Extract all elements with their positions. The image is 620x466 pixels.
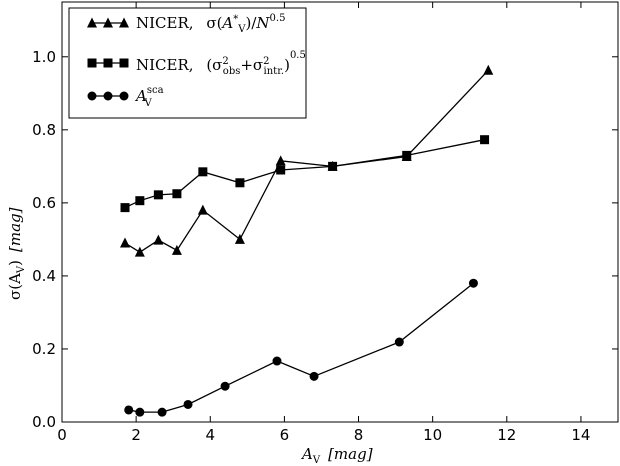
legend-markers [87,17,129,101]
y-tick-label: 0.4 [32,267,56,285]
x-tick-label: 14 [571,426,590,444]
x-tick-label: 2 [131,426,141,444]
x-tick-label: 12 [497,426,516,444]
legend-marker-2 [103,58,113,68]
x-axis-label: AV [mag] [300,445,373,466]
series-3-point [157,407,167,417]
series-3-point [272,356,282,366]
y-axis-label: σ(AV)[mag] [6,207,27,300]
series-2-point [153,190,163,200]
series-3-point [220,381,230,391]
series-1-point [153,234,164,245]
x-tick-label: 6 [280,426,290,444]
series-1-point [197,204,208,215]
legend-marker-3 [87,91,97,101]
data-series [120,64,494,417]
series-2-point [402,150,412,160]
series-2-point [135,196,145,206]
legend-marker-1 [119,17,129,28]
legend-marker-2 [87,58,97,68]
series-3-point [124,405,134,415]
legend-marker-2 [119,58,129,68]
series-3-point [394,337,404,347]
legend-marker-1 [103,17,113,28]
series-2-point [328,161,338,171]
series-3-point [183,399,193,409]
series-2-point [235,178,245,188]
y-tick-label: 0.0 [32,413,56,431]
legend-marker-3 [119,91,129,101]
legend-marker-1 [87,17,97,28]
legend-entry-1: NICER, σ(A*V)/N0.5 [136,13,285,35]
y-tick-label: 0.8 [32,121,56,139]
legend-entry-3: Asca V [134,85,164,109]
series-2-line [124,139,485,209]
series-2-point [198,167,208,177]
series-3-point [135,407,145,417]
series-1-point [234,233,245,244]
legend-marker-3 [103,91,113,101]
y-tick-label: 1.0 [32,48,56,66]
legend-entry-2: NICER, (σ2 obs+σ2 intr.)0.5 [136,50,306,77]
axis-ticks: 0 2 4 6 8 10 12 14 0.0 0.2 0.4 0.6 0.8 1.0 [32,2,618,444]
series-1-point [134,246,145,257]
x-tick-label: 0 [57,426,67,444]
series-2-point [172,189,182,199]
series-1-point [120,237,131,248]
series-2-point [276,165,286,175]
y-tick-label: 0.2 [32,340,56,358]
series-3-point [309,371,319,381]
x-tick-label: 4 [205,426,215,444]
legend: NICER, σ(A*V)/N0.5 NICER, (σ2 obs+σ2 intr.… [68,7,307,119]
series-1-point [483,64,494,75]
series-1-point [171,244,182,255]
x-tick-label: 10 [423,426,442,444]
series-3-point [468,278,478,288]
y-tick-label: 0.6 [32,194,56,212]
series-2-point [120,203,130,213]
series-2-point [480,135,490,145]
series-1-point [275,155,286,166]
x-tick-label: 8 [354,426,364,444]
